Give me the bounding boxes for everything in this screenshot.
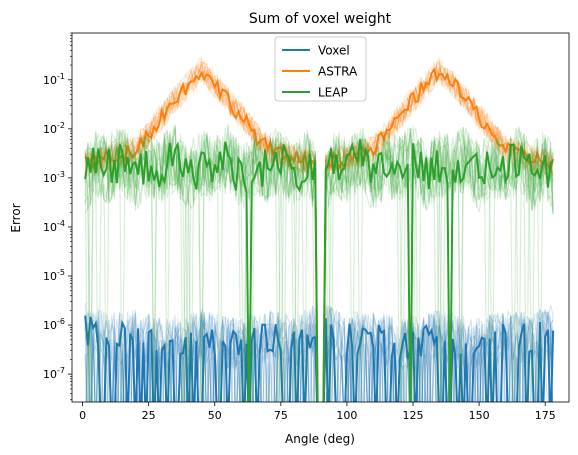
x-axis-label: Angle (deg) [285, 432, 355, 446]
y-tick-label: 10-2 [43, 121, 65, 136]
series-run-faint [84, 124, 554, 402]
series-run-faint [84, 311, 554, 402]
series-run-faint [84, 123, 554, 402]
series-line [84, 315, 555, 402]
series-run-faint [85, 307, 554, 402]
legend-label-voxel: Voxel [318, 44, 350, 58]
y-tick-label: 10-1 [43, 72, 65, 87]
y-tick-label: 10-3 [43, 170, 65, 185]
series-run-faint [84, 126, 554, 402]
series-run-faint [84, 56, 554, 402]
series-run-faint [84, 63, 554, 402]
series-run-faint [85, 308, 553, 402]
y-tick-label: 10-6 [43, 317, 65, 332]
y-axis-label: Error [9, 203, 23, 232]
series-run-faint [84, 60, 554, 402]
legend-label-astra: ASTRA [318, 65, 358, 79]
y-tick-label: 10-7 [43, 366, 65, 381]
series-run-faint [84, 66, 554, 402]
series-run-faint [84, 128, 554, 402]
y-tick-label: 10-4 [43, 219, 65, 234]
series-run-faint [84, 309, 554, 402]
series-run-faint [84, 62, 554, 402]
x-tick-label: 25 [142, 409, 156, 422]
series-run-faint [84, 305, 553, 402]
x-tick-label: 75 [274, 409, 288, 422]
y-tick-label: 10-5 [43, 268, 65, 283]
series-run-faint [85, 311, 553, 402]
series-run-faint [84, 129, 554, 402]
series-run-faint [84, 126, 554, 402]
series-astra [84, 56, 555, 402]
y-axis: 10-7 10-6 10-5 10-4 10-3 10-2 10-1 [43, 32, 72, 401]
series-run-faint [84, 127, 554, 402]
x-tick-label: 50 [208, 409, 222, 422]
series-run-faint [84, 126, 554, 402]
series-run-faint [84, 306, 553, 402]
series-run-faint [84, 302, 553, 402]
series-run-faint [84, 306, 553, 402]
series-run-faint [84, 128, 554, 402]
x-tick-label: 100 [336, 409, 357, 422]
legend-label-leap: LEAP [318, 86, 348, 100]
series-layer [84, 56, 555, 402]
chart-title: Sum of voxel weight [249, 11, 392, 27]
plot-frame [71, 32, 570, 403]
series-run-faint [84, 304, 554, 402]
x-tick-label: 175 [535, 409, 556, 422]
series-run-faint [84, 60, 554, 402]
legend: Voxel ASTRA LEAP [274, 36, 367, 102]
series-line [84, 67, 555, 402]
legend-box [274, 36, 367, 102]
series-run-faint [84, 127, 554, 402]
series-run-faint [84, 310, 554, 402]
series-run-faint [84, 127, 554, 402]
series-run-faint [84, 62, 554, 402]
series-leap [84, 123, 554, 402]
series-voxel [84, 302, 555, 402]
series-run-faint [84, 127, 554, 402]
x-tick-label: 0 [79, 409, 86, 422]
series-run-faint [84, 307, 554, 402]
x-tick-label: 150 [469, 409, 490, 422]
series-line [84, 139, 554, 402]
series-run-faint [84, 305, 551, 402]
series-run-faint [84, 124, 554, 402]
x-axis: 0 25 50 75 100 125 150 175 [79, 402, 556, 422]
x-tick-label: 125 [403, 409, 424, 422]
